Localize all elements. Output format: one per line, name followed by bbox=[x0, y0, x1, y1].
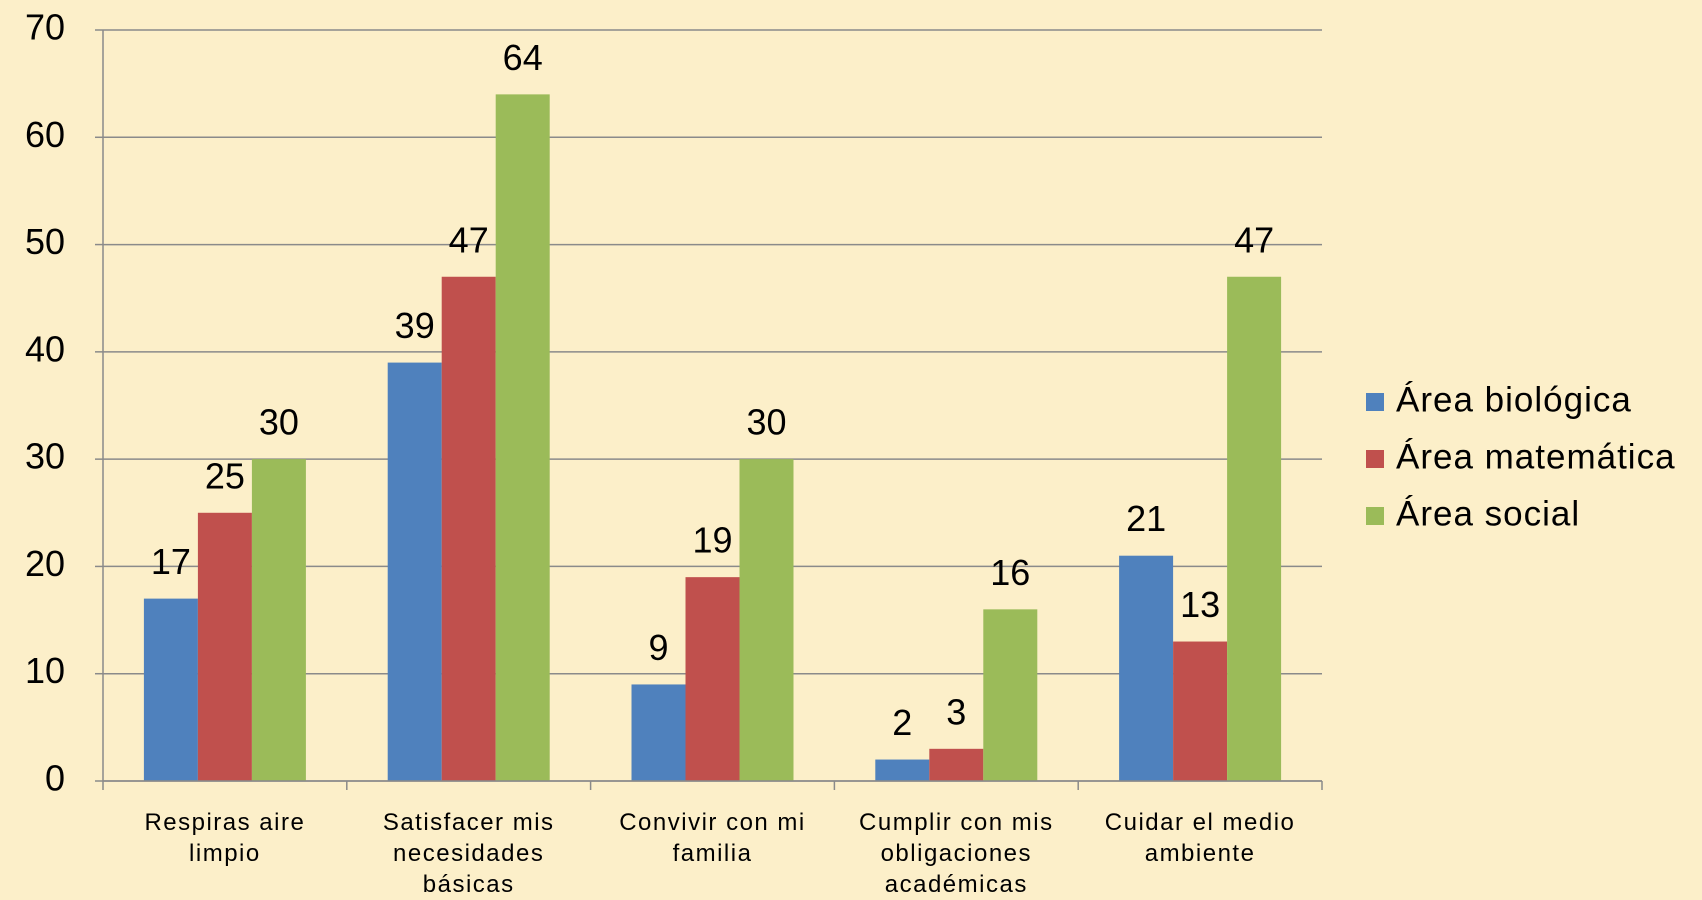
bar bbox=[929, 748, 984, 781]
data-label: 39 bbox=[395, 305, 435, 346]
bar bbox=[387, 362, 442, 781]
data-label: 16 bbox=[990, 552, 1030, 593]
legend-label: Área matemática bbox=[1396, 437, 1676, 476]
legend-label: Área biológica bbox=[1396, 380, 1632, 419]
legend-swatch bbox=[1366, 393, 1384, 411]
y-tick-label: 70 bbox=[25, 7, 65, 48]
x-tick-label: Respiras aire limpio bbox=[144, 809, 306, 867]
data-label: 2 bbox=[892, 702, 912, 743]
bar bbox=[143, 598, 198, 781]
y-tick-label: 60 bbox=[25, 114, 65, 155]
legend-swatch bbox=[1366, 507, 1384, 525]
data-label: 9 bbox=[648, 627, 668, 668]
y-tick-label: 10 bbox=[25, 650, 65, 691]
bar bbox=[631, 684, 686, 781]
bar bbox=[739, 459, 794, 781]
bar bbox=[875, 759, 930, 781]
bar bbox=[197, 512, 252, 781]
data-label: 64 bbox=[503, 37, 543, 78]
data-label: 21 bbox=[1126, 498, 1166, 539]
y-tick-label: 50 bbox=[25, 221, 65, 262]
legend-swatch bbox=[1366, 450, 1384, 468]
legend-label: Área social bbox=[1396, 494, 1580, 533]
bar bbox=[441, 276, 496, 781]
bar bbox=[251, 459, 306, 781]
data-label: 30 bbox=[259, 402, 299, 443]
data-label: 17 bbox=[151, 541, 191, 582]
bar bbox=[983, 609, 1038, 781]
data-label: 25 bbox=[205, 455, 245, 496]
data-label: 13 bbox=[1180, 584, 1220, 625]
x-tick-label: Convivir con mi familia bbox=[619, 809, 806, 867]
bar bbox=[685, 577, 740, 781]
data-label: 30 bbox=[746, 402, 786, 443]
data-label: 47 bbox=[449, 219, 489, 260]
y-tick-label: 40 bbox=[25, 328, 65, 369]
data-label: 3 bbox=[946, 691, 966, 732]
bar bbox=[495, 94, 550, 781]
x-tick-label: Cuidar el medio ambiente bbox=[1104, 809, 1296, 867]
bar bbox=[1119, 555, 1174, 781]
data-label: 47 bbox=[1234, 219, 1274, 260]
data-label: 19 bbox=[692, 520, 732, 561]
x-tick-label: Cumplir con mis obligaciones académicas bbox=[859, 809, 1054, 898]
x-tick-label: Satisfacer mis necesidades básicas bbox=[382, 809, 555, 898]
bar bbox=[1173, 641, 1228, 781]
bar bbox=[1227, 276, 1282, 781]
y-tick-label: 20 bbox=[25, 543, 65, 584]
y-tick-label: 0 bbox=[45, 758, 65, 799]
y-tick-label: 30 bbox=[25, 436, 65, 477]
